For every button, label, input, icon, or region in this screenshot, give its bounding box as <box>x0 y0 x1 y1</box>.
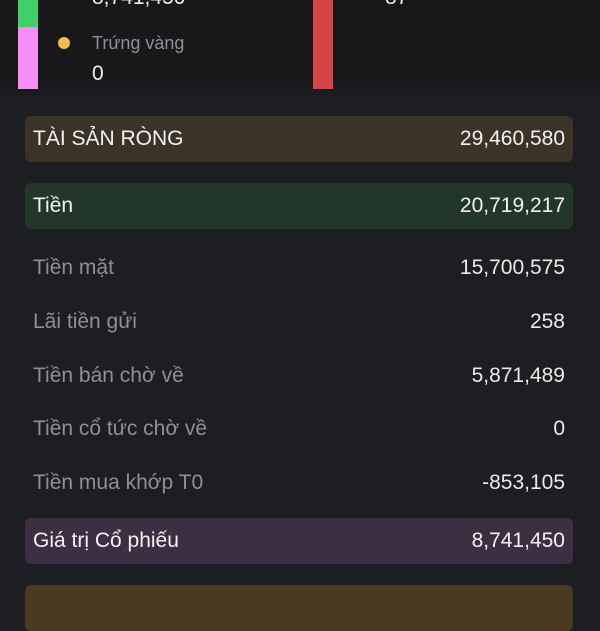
gold-value: 0 <box>92 62 104 85</box>
net-worth-value: 29,460,580 <box>459 127 565 150</box>
cash-item-value: 5,871,489 <box>471 364 565 387</box>
pink-bar <box>18 27 38 89</box>
stock-value-row: Giá trị Cổ phiếu 8,741,450 <box>25 518 573 564</box>
stock-value-label: Giá trị Cổ phiếu <box>33 529 179 552</box>
cash-item-label: Tiền mua khớp T0 <box>33 471 204 494</box>
net-worth-row: TÀI SẢN RÒNG 29,460,580 <box>25 116 573 162</box>
stock-value-value: 8,741,450 <box>471 529 565 552</box>
cash-item-value: 15,700,575 <box>459 256 565 279</box>
cash-value: 20,719,217 <box>459 194 565 217</box>
cash-item-value: -853,105 <box>482 471 565 494</box>
red-bar <box>313 0 333 89</box>
net-worth-label: TÀI SẢN RÒNG <box>33 127 184 150</box>
cash-row: Tiền 20,719,217 <box>25 183 573 229</box>
cash-item-value: 0 <box>553 417 565 440</box>
allocation-card: 8,741,450 87 Trứng vàng 0 <box>0 0 600 100</box>
cash-label: Tiền <box>33 194 74 217</box>
gold-label: Trứng vàng <box>92 33 185 53</box>
cash-item-label: Tiền cổ tức chờ về <box>33 417 208 440</box>
top-value: 8,741,450 <box>92 0 185 10</box>
cash-item-row: Tiền mặt 15,700,575 <box>25 256 573 280</box>
gold-dot-icon <box>58 37 70 49</box>
cash-item-label: Tiền mặt <box>33 256 114 279</box>
green-bar <box>18 0 38 27</box>
cash-item-row: Tiền bán chờ về 5,871,489 <box>25 364 573 388</box>
cash-item-label: Tiền bán chờ về <box>33 364 184 387</box>
next-section-row <box>25 585 573 631</box>
cash-item-row: Tiền cổ tức chờ về 0 <box>25 417 573 441</box>
right-value: 87 <box>385 0 408 10</box>
cash-item-row: Lãi tiền gửi 258 <box>25 310 573 334</box>
cash-item-value: 258 <box>529 310 565 333</box>
cash-item-label: Lãi tiền gửi <box>33 310 137 333</box>
cash-item-row: Tiền mua khớp T0 -853,105 <box>25 471 573 495</box>
